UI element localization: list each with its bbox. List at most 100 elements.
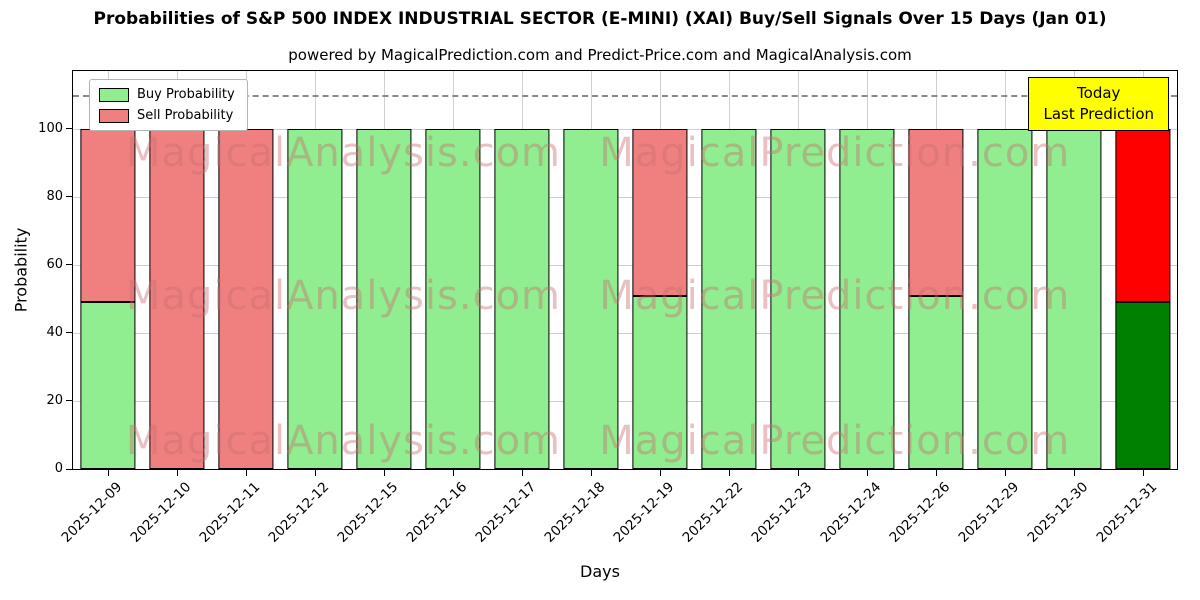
buy-segment [631,295,688,469]
x-axis-label: Days [580,562,620,581]
legend: Buy Probability Sell Probability [89,79,248,131]
buy-segment [355,128,412,469]
watermark-text: MagicalAnalysis.com [125,129,562,176]
buy-segment [424,128,481,469]
buy-segment [493,128,550,469]
plot-area: MagicalAnalysis.com MagicalPrediction.com… [12,70,1178,546]
x-tick-mark [659,470,661,476]
legend-label-sell: Sell Probability [137,108,234,123]
x-tick-label: 2025-12-15 [334,479,401,546]
sell-segment [907,128,964,296]
buy-segment [286,128,343,469]
y-tick-label: 80 [46,188,63,204]
legend-item-sell: Sell Probability [99,108,235,123]
x-tick-label: 2025-12-10 [127,479,194,546]
x-tick-mark [1004,470,1006,476]
stacked-bar-2025-12-30 [1045,128,1102,469]
stacked-bar-2025-12-17 [493,128,550,469]
x-tick-label: 2025-12-17 [472,479,539,546]
y-tick-mark [66,196,72,198]
buy-segment [838,128,895,469]
buy-segment [769,128,826,469]
x-tick-mark [314,470,316,476]
stacked-bar-2025-12-31 [1114,128,1171,469]
watermark-text: MagicalPrediction.com [599,272,1071,319]
buy-segment [976,128,1033,469]
x-tick-label: 2025-12-23 [748,479,815,546]
x-tick-label: 2025-12-26 [886,479,953,546]
stacked-bar-2025-12-29 [976,128,1033,469]
x-tick-mark [590,470,592,476]
x-tick-label: 2025-12-30 [1024,479,1091,546]
x-tick-mark [728,470,730,476]
cutoff-dashed-line [73,94,1177,97]
y-tick-mark [66,264,72,266]
watermark-text: MagicalPrediction.com [599,418,1071,465]
sell-segment [148,128,205,469]
buy-segment [700,128,757,469]
stacked-bar-2025-12-15 [355,128,412,469]
h-gridline [73,332,1177,334]
stacked-bar-2025-12-24 [838,128,895,469]
y-tick-label: 0 [54,461,63,476]
x-tick-mark [452,470,454,476]
x-tick-label: 2025-12-12 [265,479,332,546]
buy-segment [1114,302,1171,469]
sell-segment [217,128,274,469]
h-gridline [73,128,1177,130]
stacked-bar-2025-12-16 [424,128,481,469]
x-tick-mark [383,470,385,476]
x-tick-label: 2025-12-09 [58,479,125,546]
x-tick-mark [1142,470,1144,476]
x-tick-label: 2025-12-19 [610,479,677,546]
stacked-bar-2025-12-19 [631,128,688,469]
x-tick-mark [797,470,799,476]
x-tick-label: 2025-12-18 [541,479,608,546]
today-annotation-line1: Today [1077,84,1121,102]
buy-segment [1045,128,1102,469]
x-tick-mark [107,470,109,476]
y-tick-label: 20 [46,392,63,408]
chart-title: Probabilities of S&P 500 INDEX INDUSTRIA… [93,9,1107,29]
stacked-bar-2025-12-22 [700,128,757,469]
x-tick-mark [176,470,178,476]
x-tick-label: 2025-12-29 [955,479,1022,546]
x-tick-mark [866,470,868,476]
chart-subtitle: powered by MagicalPrediction.com and Pre… [288,46,912,64]
buy-segment [79,302,136,469]
watermark-text: MagicalPrediction.com [599,129,1071,176]
sell-segment [631,128,688,296]
h-gridline [73,196,1177,198]
x-tick-label: 2025-12-22 [679,479,746,546]
stacked-bar-2025-12-09 [79,128,136,469]
y-tick-label: 100 [38,120,63,136]
x-tick-label: 2025-12-11 [196,479,263,546]
x-tick-label: 2025-12-24 [817,479,884,546]
h-gridline [73,264,1177,266]
stacked-bar-2025-12-10 [148,128,205,469]
today-annotation: Today Last Prediction [1028,77,1169,131]
legend-swatch-sell [99,108,129,123]
stacked-bar-2025-12-11 [217,128,274,469]
stacked-bar-2025-12-23 [769,128,826,469]
legend-swatch-buy [99,87,129,102]
stacked-bar-2025-12-18 [562,128,619,469]
y-tick-mark [66,128,72,130]
today-annotation-line2: Last Prediction [1043,105,1154,123]
y-tick-mark [66,400,72,402]
buy-segment [562,128,619,469]
y-axis-label: Probability [11,227,31,313]
sell-segment [1114,128,1171,303]
stacked-bar-2025-12-12 [286,128,343,469]
y-tick-mark [66,332,72,334]
x-tick-mark [245,470,247,476]
h-gridline [73,400,1177,402]
y-tick-label: 40 [46,324,63,340]
buy-segment [907,295,964,469]
legend-label-buy: Buy Probability [137,87,235,102]
x-tick-label: 2025-12-31 [1093,479,1160,546]
x-tick-mark [1073,470,1075,476]
stacked-bar-2025-12-26 [907,128,964,469]
y-tick-label: 60 [46,256,63,272]
